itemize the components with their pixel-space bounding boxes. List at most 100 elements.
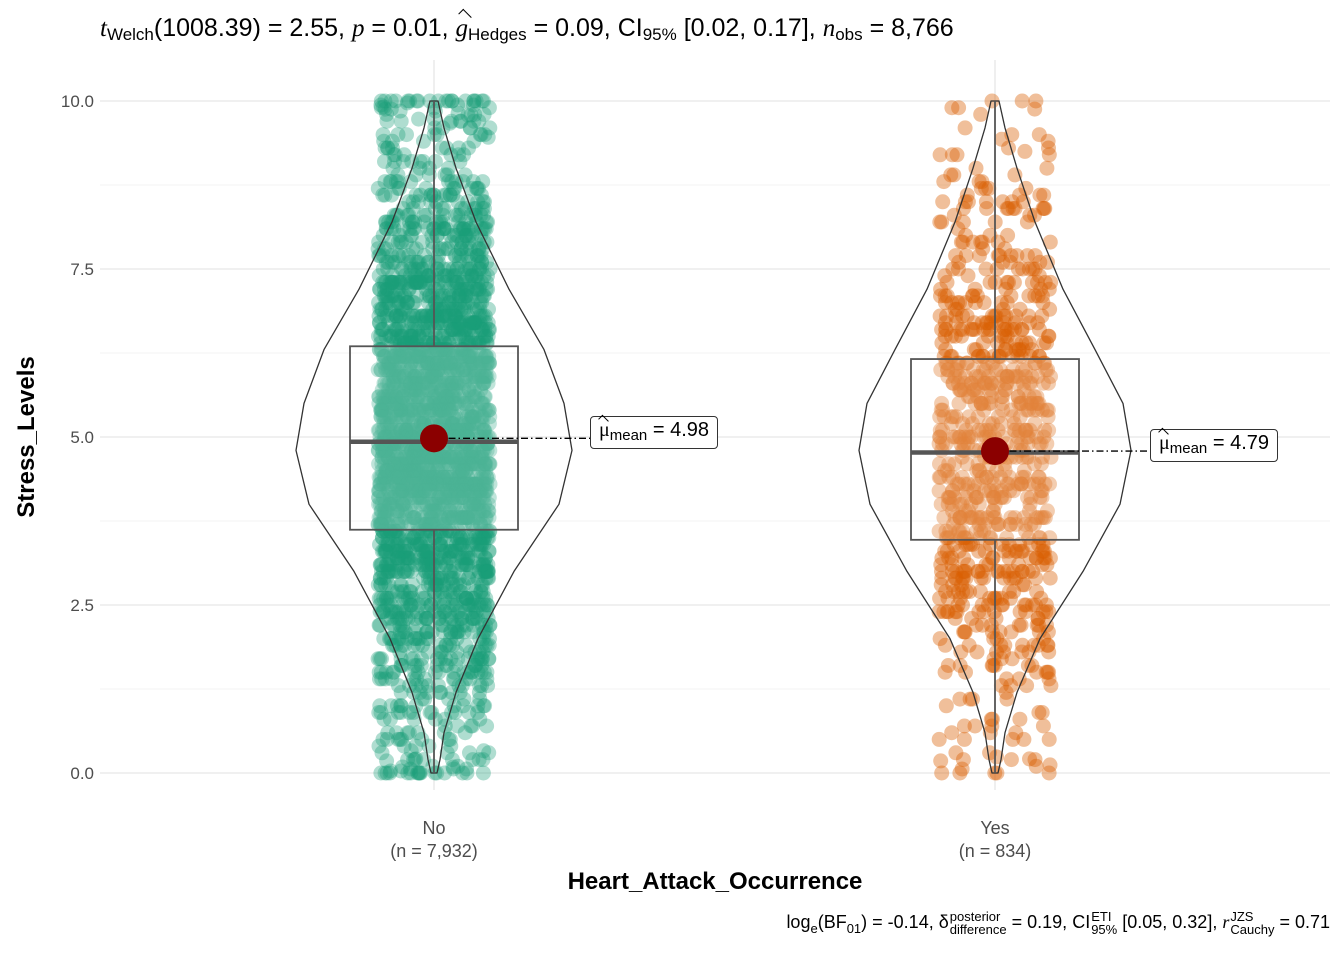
data-point [383,416,399,432]
data-point [444,705,460,720]
data-point [403,442,419,458]
data-point [430,362,446,378]
data-point [437,268,453,284]
data-point [447,671,462,687]
data-point [996,315,1012,331]
data-point [458,671,474,687]
data-point [479,671,495,687]
data-point [394,328,410,344]
data-point [377,449,393,465]
data-point [468,315,483,331]
data-point [380,140,396,156]
data-point [448,348,464,364]
data-point [477,315,493,331]
data-point [478,563,494,579]
data-point [455,362,471,378]
data-point [454,328,470,344]
data-point [412,765,427,781]
data-point [376,469,392,485]
data-point [373,570,388,586]
data-point [442,187,458,203]
data-point [411,469,427,485]
data-point [418,496,434,512]
data-point [475,530,491,546]
data-point [397,268,413,284]
data-point [414,691,430,707]
data-point [389,395,405,411]
data-point [388,637,404,653]
data-point [476,503,492,519]
data-point [455,765,471,781]
data-point [411,550,427,566]
data-point [471,463,487,479]
data-point [458,557,474,573]
data-point [449,644,465,660]
data-point [429,476,444,492]
data-point [479,637,495,653]
data-point [420,395,435,411]
data-point [422,449,438,465]
data-point [476,375,492,391]
data-point [469,476,485,492]
data-point [455,590,471,606]
data-point [375,274,391,290]
data-point [380,254,396,270]
data-point [373,409,389,425]
data-point [388,369,404,384]
data-point [1027,752,1043,768]
data-point [461,234,477,250]
data-point [446,563,462,579]
data-point [434,402,450,418]
data-point [471,261,487,277]
data-point [407,221,423,237]
data-point [391,469,407,485]
data-point [461,348,477,364]
data-point [375,604,391,620]
data-point [465,174,481,190]
data-point [374,563,389,579]
data-point [447,590,463,606]
data-point [473,248,489,264]
data-point [385,442,401,458]
data-point [407,389,422,405]
data-point [394,731,410,747]
data-point [428,328,443,344]
data-point [402,382,418,398]
data-point [371,328,386,344]
data-point [447,449,463,465]
data-point [401,194,417,210]
data-point [378,295,394,311]
data-point [467,658,482,673]
data-point [476,530,492,546]
data-point [379,503,395,519]
data-point [411,328,427,344]
data-point [416,570,431,586]
data-point [379,362,395,378]
data-point [383,469,399,485]
data-point [474,375,490,391]
data-point [420,268,436,284]
data-point [976,570,992,586]
data-point [434,543,450,559]
data-point [932,308,948,324]
data-point [393,348,409,364]
data-point [425,301,441,317]
data-point [385,268,401,284]
data-point [421,274,436,290]
data-point [426,375,442,391]
data-point [939,274,955,290]
data-point [415,456,431,472]
data-point [468,483,484,499]
data-point [371,590,387,606]
data-point [405,308,421,324]
data-point [448,382,464,398]
data-point [469,315,485,331]
data-point [385,382,401,398]
data-point [450,362,466,378]
data-point [444,610,460,626]
data-point [374,651,389,667]
data-point [434,570,450,586]
data-point [454,610,470,626]
data-point [404,483,420,499]
data-point [403,456,419,472]
